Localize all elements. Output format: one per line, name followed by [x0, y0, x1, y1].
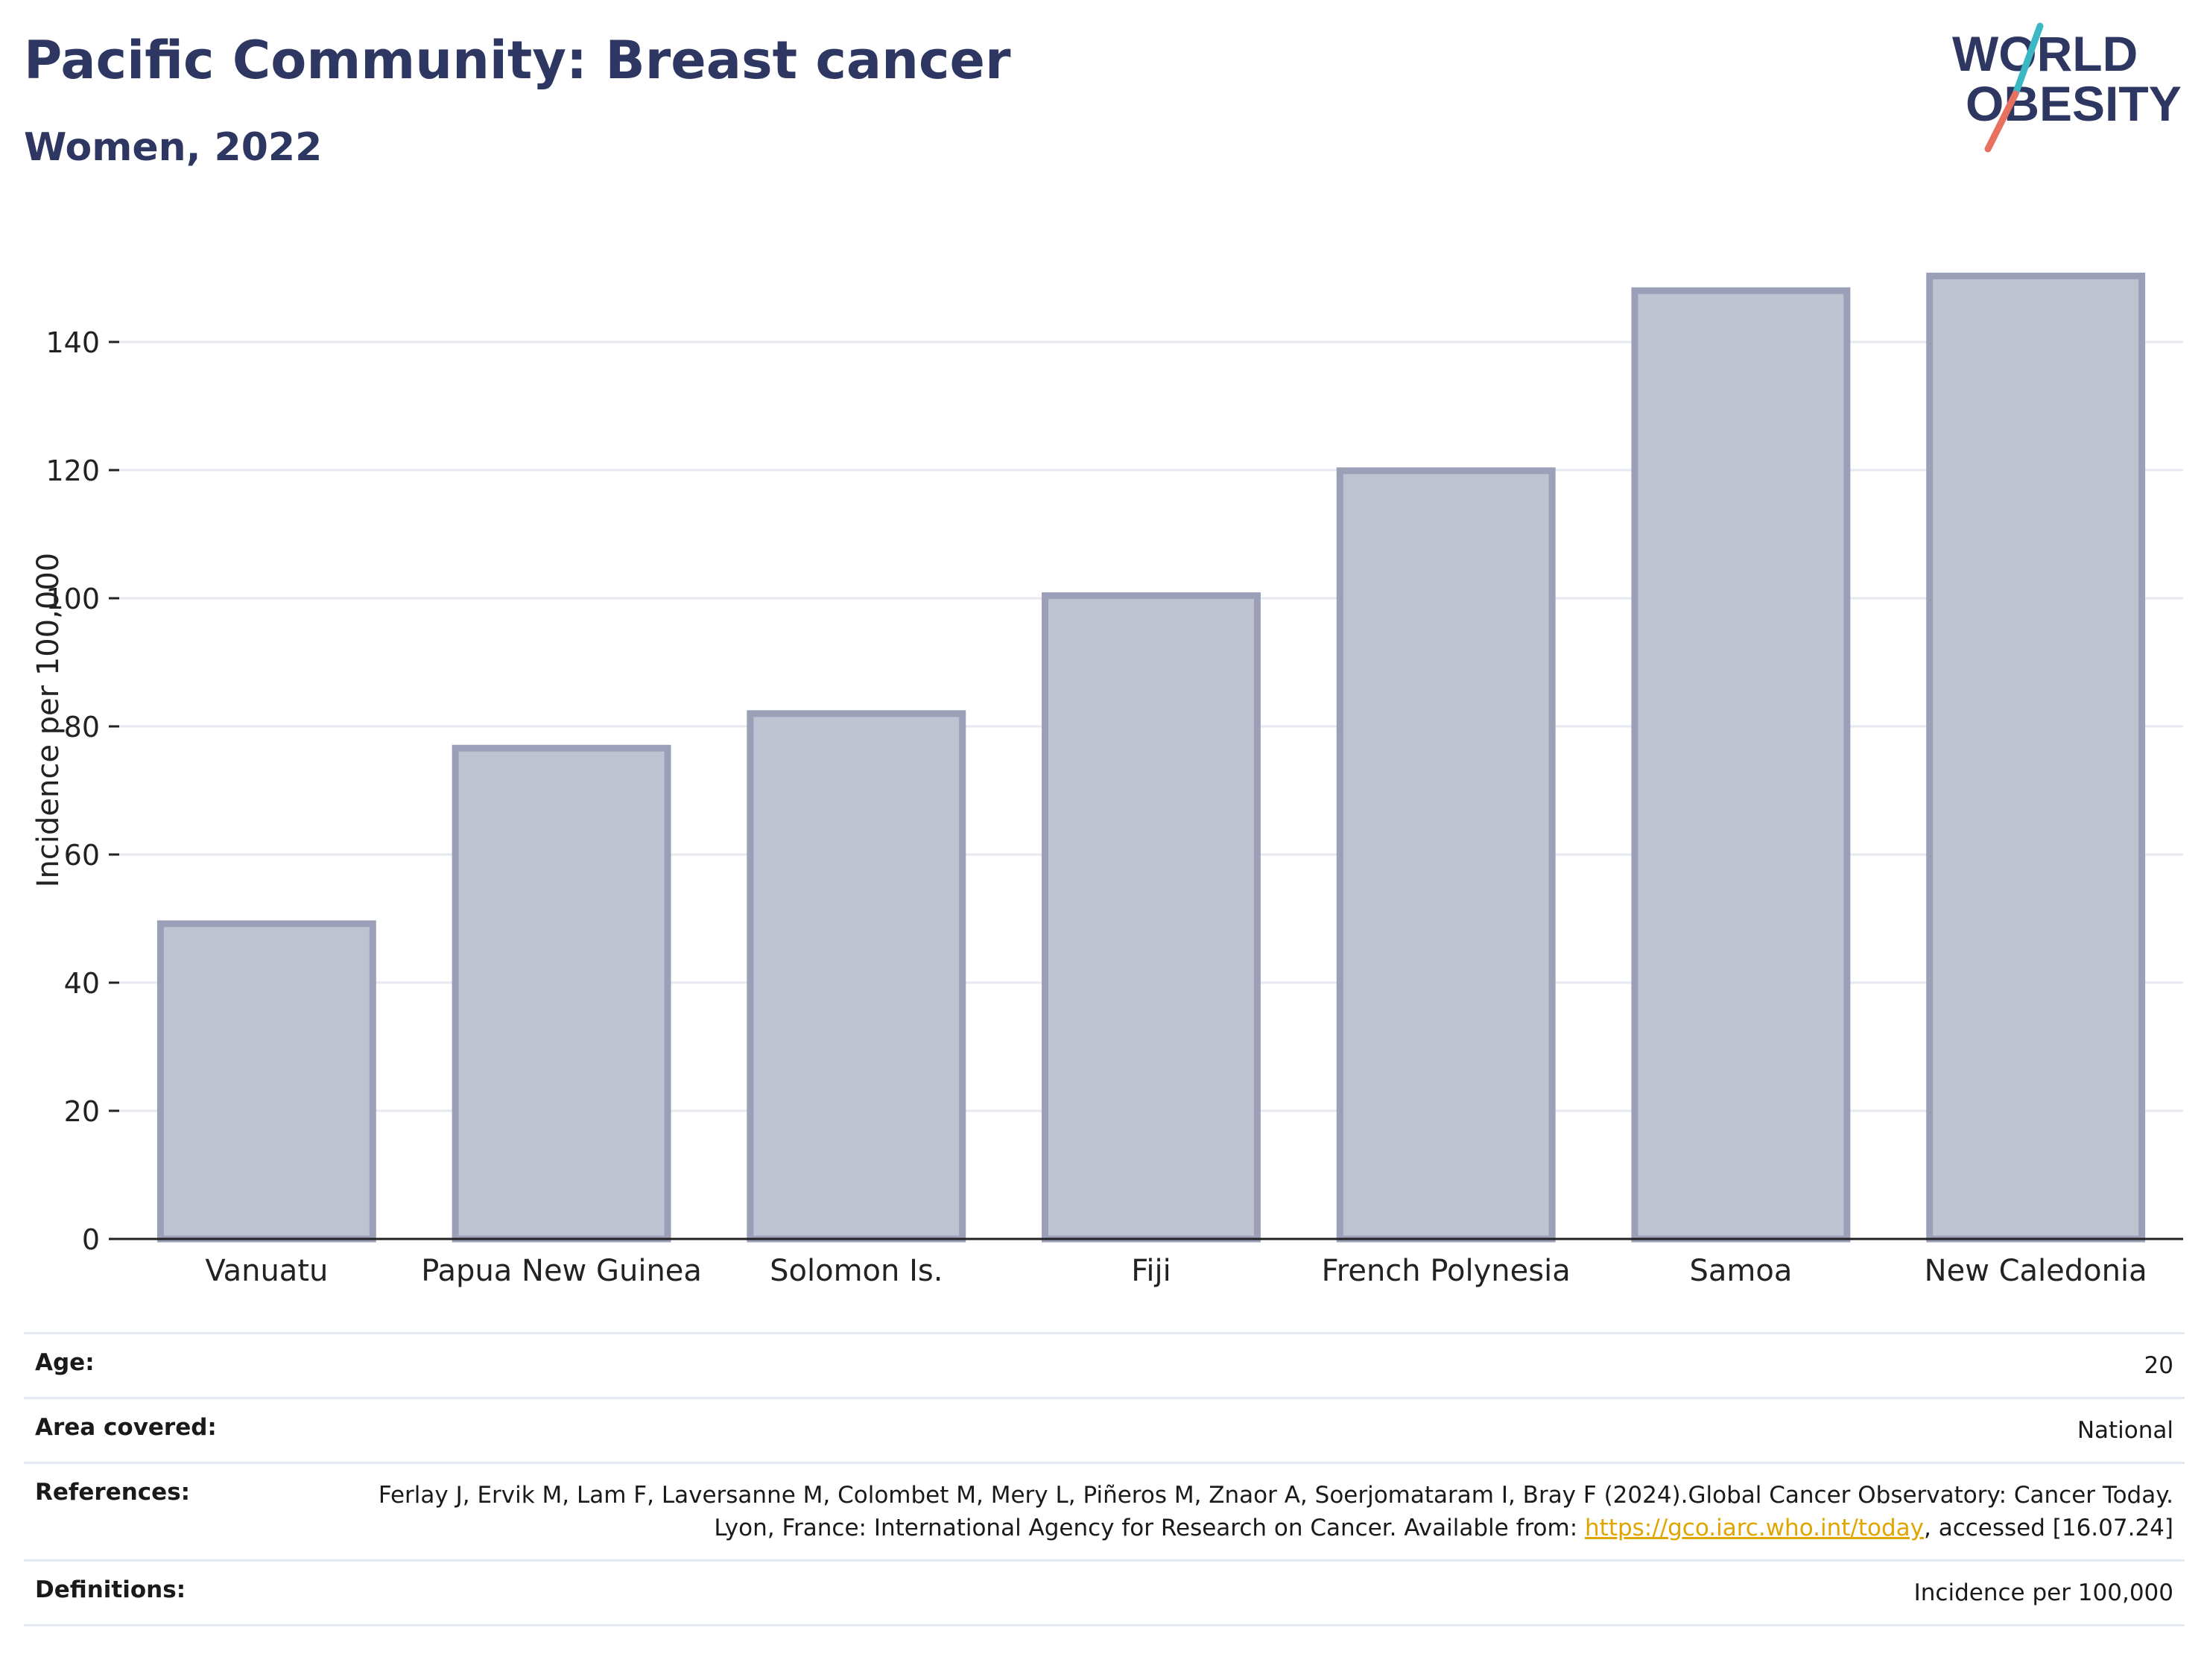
meta-row-definitions: Definitions: Incidence per 100,000	[24, 1559, 2185, 1626]
definitions-label: Definitions:	[35, 1576, 186, 1603]
bar-chart: 0 20 40 60 80 100 120 140 Vanuatu Papua New Guin…	[31, 272, 2183, 1288]
meta-row-references: References: Ferlay J, Ervik M, Lam F, La…	[24, 1462, 2185, 1559]
y-tick-label: 60	[64, 839, 100, 872]
references-label: References:	[35, 1479, 191, 1506]
y-tick-label: 140	[45, 326, 100, 359]
y-axis-label: Incidence per 100,000	[31, 553, 66, 888]
x-tick-label: Fiji	[1131, 1254, 1171, 1288]
references-text: Ferlay J, Ervik M, Lam F, Laversanne M, …	[378, 1482, 2173, 1541]
age-value: 20	[2144, 1352, 2173, 1379]
y-tick-label: 80	[64, 711, 100, 744]
area-label: Area covered:	[35, 1414, 217, 1441]
bar	[452, 744, 671, 1243]
meta-row-area: Area covered: National	[24, 1397, 2185, 1462]
references-link[interactable]: https://gco.iarc.who.int/today	[1585, 1515, 1924, 1541]
logo-slash-teal	[2012, 22, 2044, 98]
y-tick-label: 40	[64, 967, 100, 1000]
chart-title: Pacific Community: Breast cancer	[24, 30, 1011, 91]
x-tick-label: Papua New Guinea	[421, 1254, 702, 1288]
bar	[1336, 467, 1556, 1243]
x-tick-label: Solomon Is.	[770, 1254, 943, 1288]
bars	[156, 272, 2146, 1243]
y-tick-label: 100	[45, 583, 100, 615]
x-tick-label: French Polynesia	[1322, 1254, 1571, 1288]
bar	[156, 920, 376, 1243]
bar	[1631, 287, 1851, 1243]
y-tick-label: 120	[45, 454, 100, 487]
references-value: Ferlay J, Ervik M, Lam F, Laversanne M, …	[311, 1479, 2173, 1544]
x-tick-labels: Vanuatu Papua New Guinea Solomon Is. Fiji Fr…	[205, 1254, 2147, 1288]
x-tick-label: Samoa	[1689, 1254, 1792, 1288]
chart-subtitle: Women, 2022	[24, 125, 323, 170]
meta-row-age: Age: 20	[24, 1332, 2185, 1397]
y-tick-labels: 0 20 40 60 80 100 120 140	[45, 326, 119, 1256]
definitions-value: Incidence per 100,000	[1913, 1579, 2173, 1606]
logo-text-world: WORLD	[1952, 26, 2138, 81]
bar	[1042, 592, 1261, 1243]
x-tick-label: New Caledonia	[1925, 1254, 2147, 1288]
age-label: Age:	[35, 1349, 95, 1376]
y-tick-label: 20	[64, 1095, 100, 1128]
y-tick-label: 0	[82, 1223, 100, 1256]
metadata-table: Age: 20 Area covered: National Reference…	[24, 1332, 2185, 1626]
logo-slash-coral	[1984, 90, 2019, 153]
x-tick-label: Vanuatu	[205, 1254, 328, 1288]
bar	[747, 710, 966, 1243]
area-value: National	[2077, 1417, 2173, 1444]
bar	[1926, 272, 2146, 1243]
world-obesity-logo: WORLD OBESITY	[1952, 22, 2182, 153]
references-accessed: , accessed [16.07.24]	[1923, 1515, 2173, 1541]
